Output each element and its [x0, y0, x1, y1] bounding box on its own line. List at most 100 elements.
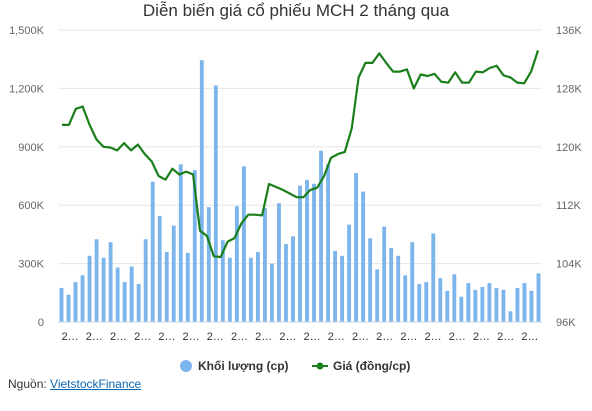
legend-price-label[interactable]: Giá (đồng/cp)	[333, 359, 410, 373]
x-tick-label: 2…	[134, 331, 151, 343]
volume-bar	[220, 240, 225, 322]
x-tick-label: 2…	[183, 331, 200, 343]
x-tick-label: 2…	[352, 331, 369, 343]
volume-bar	[185, 252, 190, 322]
volume-bar	[438, 278, 443, 322]
x-tick-label: 2…	[449, 331, 466, 343]
volume-bar	[305, 179, 309, 322]
volume-bar	[522, 283, 527, 322]
volume-bar	[410, 242, 415, 322]
y-left-tick-label: 1,500K	[9, 25, 45, 37]
legend[interactable]: Khối lượng (cp) Giá (đồng/cp)	[180, 359, 410, 373]
price-line-path	[62, 50, 540, 259]
x-tick-label: 2…	[521, 331, 538, 343]
volume-bar	[515, 287, 520, 322]
y-left-tick-label: 0	[38, 317, 44, 329]
volume-bar	[164, 251, 169, 322]
volume-bars	[59, 60, 541, 322]
volume-bar	[199, 60, 204, 322]
volume-bar	[508, 311, 513, 322]
volume-bar	[431, 233, 436, 322]
volume-bar	[396, 255, 401, 322]
volume-bar	[284, 244, 288, 322]
volume-bar	[298, 185, 302, 322]
volume-bar	[262, 208, 267, 322]
volume-bar	[129, 266, 134, 322]
source-credit: Nguồn: VietstockFinance	[8, 377, 141, 391]
legend-volume-marker	[180, 360, 192, 372]
volume-bar	[487, 283, 492, 322]
volume-bar	[319, 150, 323, 322]
volume-bar	[171, 225, 176, 322]
volume-bar	[241, 166, 246, 322]
x-tick-label: 2…	[473, 331, 490, 343]
volume-bar	[340, 255, 345, 322]
volume-bar	[150, 181, 155, 322]
legend-price-dot-marker	[316, 362, 324, 370]
x-tick-label: 2…	[328, 331, 345, 343]
volume-bar	[347, 224, 352, 322]
volume-bar	[270, 263, 274, 322]
x-tick-label: 2…	[425, 331, 442, 343]
volume-bar	[234, 206, 239, 322]
volume-bar	[473, 289, 478, 322]
x-tick-label: 2…	[304, 331, 321, 343]
volume-bar	[424, 282, 429, 322]
x-tick-label: 2…	[400, 331, 417, 343]
x-tick-label: 2…	[62, 331, 79, 343]
volume-bar	[368, 238, 373, 322]
axes: 0 96K 300K 104K 600K 112K 900K 120K 1,200K 128K 1,…	[9, 25, 582, 343]
y-left-tick-label: 1,200K	[9, 83, 45, 95]
x-tick-label: 2…	[158, 331, 175, 343]
volume-bar	[87, 255, 92, 322]
y-left-tick-label: 300K	[18, 259, 44, 271]
volume-bar	[94, 239, 99, 322]
x-tick-label: 2…	[86, 331, 103, 343]
y-right-tick-label: 104K	[556, 259, 582, 271]
y-right-tick-label: 128K	[556, 83, 582, 95]
price-line	[62, 50, 540, 259]
y-left-tick-label: 900K	[18, 142, 44, 154]
volume-bar	[101, 257, 106, 322]
y-right-tick-label: 112K	[556, 200, 582, 212]
x-tick-label: 2…	[231, 331, 248, 343]
volume-bar	[480, 286, 485, 322]
legend-volume-label[interactable]: Khối lượng (cp)	[198, 359, 289, 373]
volume-bar	[59, 287, 64, 322]
volume-bar	[389, 248, 394, 322]
volume-bar	[277, 203, 281, 322]
x-tick-label: 2…	[497, 331, 514, 343]
volume-bar	[248, 257, 253, 322]
volume-bar	[403, 275, 408, 322]
volume-bar	[73, 282, 78, 322]
volume-bar	[501, 289, 506, 322]
volume-bar	[291, 236, 295, 322]
volume-bar	[80, 275, 85, 322]
volume-bar	[157, 215, 162, 322]
volume-bar	[206, 207, 211, 322]
volume-bar	[143, 239, 148, 322]
volume-bar	[192, 170, 197, 322]
volume-bar	[452, 274, 457, 322]
volume-bar	[108, 242, 113, 322]
y-right-tick-label: 120K	[556, 142, 582, 154]
x-tick-label: 2…	[207, 331, 224, 343]
x-tick-label: 2…	[376, 331, 393, 343]
x-tick-label: 2…	[110, 331, 127, 343]
volume-bar	[354, 173, 359, 322]
volume-bar	[529, 290, 534, 322]
chart-title: Diễn biến giá cổ phiếu MCH 2 tháng qua	[142, 1, 450, 20]
volume-bar	[536, 273, 541, 322]
source-link[interactable]: VietstockFinance	[50, 377, 142, 391]
volume-bar	[466, 283, 471, 322]
volume-bar	[136, 284, 141, 322]
source-prefix: Nguồn:	[8, 377, 51, 391]
volume-bar	[255, 251, 260, 322]
x-tick-label: 2…	[255, 331, 272, 343]
y-left-tick-label: 600K	[18, 200, 44, 212]
volume-bar	[375, 269, 380, 322]
volume-bar	[326, 164, 330, 322]
volume-bar	[227, 257, 232, 322]
y-right-tick-label: 96K	[556, 317, 576, 329]
volume-bar	[213, 85, 218, 322]
